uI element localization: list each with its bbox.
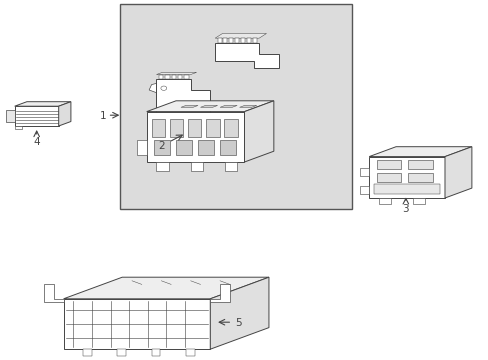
Polygon shape [217,38,221,43]
Polygon shape [63,277,268,299]
Polygon shape [181,105,198,107]
Polygon shape [154,140,169,155]
Polygon shape [151,119,165,137]
Polygon shape [151,349,160,356]
Polygon shape [117,349,126,356]
Polygon shape [444,147,471,198]
Polygon shape [83,349,92,356]
Text: 4: 4 [33,137,40,147]
Polygon shape [407,160,432,169]
Polygon shape [360,186,368,194]
Polygon shape [6,110,15,122]
Text: 2: 2 [158,141,164,151]
Polygon shape [171,75,176,79]
Bar [120,4,351,209]
Polygon shape [373,184,439,194]
Polygon shape [241,38,244,43]
Polygon shape [220,105,237,107]
Polygon shape [239,105,256,107]
Polygon shape [178,75,182,79]
Polygon shape [376,173,400,182]
Polygon shape [368,147,471,157]
Polygon shape [246,38,250,43]
Polygon shape [184,75,188,79]
Polygon shape [190,162,203,171]
Polygon shape [376,160,400,169]
Polygon shape [235,38,239,43]
Polygon shape [200,105,217,107]
Circle shape [161,86,166,90]
Polygon shape [412,198,425,204]
Polygon shape [156,72,196,75]
Polygon shape [15,126,22,129]
Polygon shape [220,140,235,155]
Polygon shape [368,157,444,198]
Polygon shape [149,81,178,95]
Polygon shape [378,198,390,204]
Polygon shape [223,38,227,43]
Polygon shape [224,119,237,137]
Polygon shape [215,33,266,38]
Polygon shape [156,162,168,171]
Polygon shape [407,173,432,182]
Polygon shape [169,119,183,137]
Polygon shape [137,140,146,155]
Polygon shape [205,119,219,137]
Polygon shape [156,79,210,113]
Polygon shape [63,299,210,349]
Polygon shape [146,112,244,162]
Text: 3: 3 [402,204,408,214]
Polygon shape [215,43,278,68]
Polygon shape [59,102,71,126]
Polygon shape [210,284,229,302]
Polygon shape [44,284,63,302]
Polygon shape [244,101,273,162]
Polygon shape [198,140,213,155]
Polygon shape [165,75,169,79]
Polygon shape [159,75,163,79]
Polygon shape [252,38,256,43]
Polygon shape [146,101,273,112]
Polygon shape [210,277,268,349]
Text: 1: 1 [99,111,106,121]
Polygon shape [15,106,59,126]
Polygon shape [224,162,237,171]
Polygon shape [229,38,233,43]
Polygon shape [360,168,368,176]
Polygon shape [187,119,201,137]
Polygon shape [176,140,191,155]
Polygon shape [15,102,71,106]
Polygon shape [185,349,194,356]
Text: 5: 5 [235,318,242,328]
